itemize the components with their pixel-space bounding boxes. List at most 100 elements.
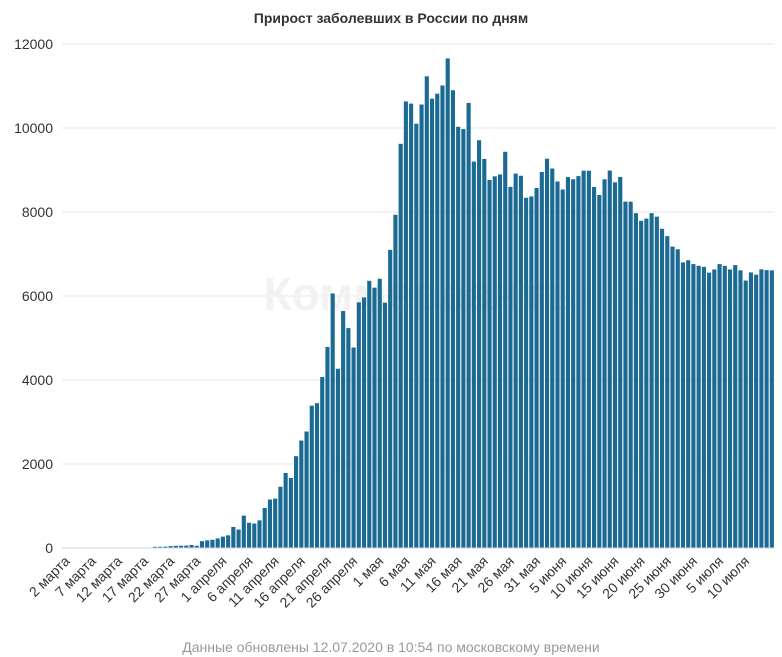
bar [220, 536, 225, 548]
bar [189, 545, 194, 548]
y-tick-label: 4000 [22, 372, 53, 388]
bar [372, 287, 377, 548]
bar [445, 58, 450, 548]
bar [341, 311, 346, 548]
bar [393, 214, 398, 548]
bar [550, 168, 555, 548]
bar [581, 170, 586, 548]
chart-title: Прирост заболевших в России по дням [253, 10, 529, 26]
bar [659, 228, 665, 549]
bar [477, 140, 482, 548]
bar [623, 201, 628, 548]
bar [257, 520, 262, 548]
bar [503, 151, 508, 548]
bar [686, 260, 691, 548]
bar [278, 486, 283, 548]
bar [748, 272, 753, 548]
bar [461, 129, 466, 548]
bar [602, 179, 607, 548]
bar [152, 546, 158, 548]
bar [754, 274, 759, 548]
bar [173, 545, 178, 548]
bar [409, 103, 414, 548]
bar [252, 523, 257, 548]
bar [205, 540, 210, 548]
bar [571, 179, 576, 548]
bar [592, 187, 597, 548]
bar [414, 123, 419, 548]
bar [330, 293, 335, 548]
bar [707, 272, 712, 548]
bar [544, 158, 550, 549]
bar [644, 218, 649, 548]
bar [497, 174, 503, 548]
bar [168, 546, 173, 548]
bar [612, 182, 618, 548]
bars-group [90, 58, 774, 549]
bar [304, 431, 309, 548]
bar [769, 270, 774, 548]
bar [717, 264, 722, 548]
bar [733, 265, 738, 548]
y-tick-label: 12000 [14, 36, 53, 52]
bar [356, 302, 361, 548]
bar [179, 545, 184, 548]
bar [429, 98, 435, 548]
y-tick-label: 2000 [22, 456, 53, 472]
bar [555, 181, 560, 548]
y-axis-ticks: 0 2000 4000 6000 8000 10000 12000 [14, 36, 53, 556]
bar [398, 143, 403, 548]
bar [628, 201, 633, 549]
bar [639, 220, 644, 548]
bar [440, 85, 445, 548]
bar [361, 297, 367, 548]
bar [267, 499, 273, 548]
bar [241, 515, 246, 548]
bar [288, 477, 293, 548]
bar [560, 189, 565, 549]
bar [576, 176, 581, 548]
bar [696, 265, 701, 548]
bar [529, 196, 534, 549]
bar [320, 377, 325, 548]
bar [456, 126, 461, 548]
bar [759, 269, 764, 548]
bar [403, 101, 408, 548]
y-tick-label: 6000 [22, 288, 53, 304]
bar [654, 216, 659, 548]
bar [450, 90, 455, 549]
bar [618, 176, 623, 548]
bar [435, 93, 440, 548]
bar [492, 176, 497, 548]
bar [534, 187, 539, 549]
bar [518, 175, 523, 548]
bar [649, 213, 654, 548]
bar [722, 265, 727, 548]
bar [466, 102, 471, 548]
bar [586, 170, 591, 549]
bar [194, 545, 199, 548]
bar [273, 498, 278, 548]
bar [377, 278, 382, 548]
bar [680, 262, 686, 548]
bar [299, 440, 304, 548]
bar [565, 177, 571, 548]
bar [335, 368, 340, 548]
bar [262, 507, 267, 548]
bar [388, 249, 393, 548]
bar [712, 269, 717, 548]
bar [675, 249, 680, 548]
bar [524, 197, 529, 549]
bar [163, 546, 168, 548]
bar [633, 213, 638, 548]
bar [309, 405, 314, 548]
bar [236, 529, 241, 548]
bar [283, 472, 288, 548]
bar [691, 264, 696, 548]
y-tick-label: 0 [45, 540, 53, 556]
bar [382, 302, 388, 548]
bar [665, 236, 670, 548]
bar [764, 270, 769, 548]
bar [738, 270, 743, 548]
